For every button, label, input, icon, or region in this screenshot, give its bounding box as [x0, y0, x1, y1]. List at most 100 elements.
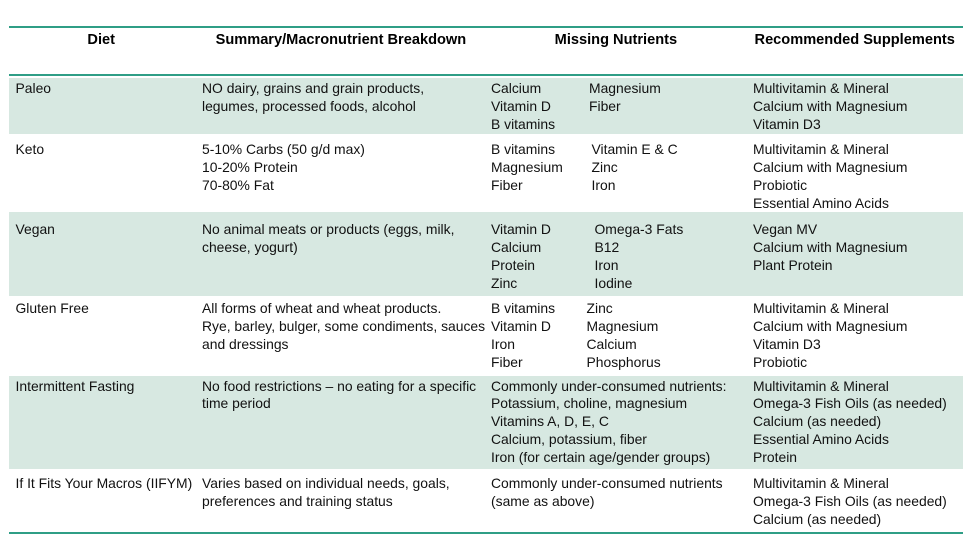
diet-name-cell: Keto — [16, 141, 45, 159]
cell-line: Vitamin D — [491, 318, 551, 335]
header-underline — [9, 73, 963, 76]
cell-line: Rye, barley, bulger, some condiments, sa… — [202, 318, 486, 335]
missing-nutrients-cell-b: Zinc Magnesium Calcium Phosphorus — [587, 300, 661, 372]
cell-line: Iron (for certain age/gender groups) — [491, 449, 711, 466]
column-header-diet: Diet — [87, 32, 115, 49]
table-row: Gluten Free All forms of wheat and wheat … — [9, 296, 963, 376]
column-header-summary: Summary/Macronutrient Breakdown — [215, 32, 467, 49]
cell-line: Zinc — [491, 274, 518, 291]
recommended-supplements-cell: Vegan MV Calcium with Magnesium Plant Prot… — [753, 221, 907, 275]
table-row: Keto 5-10% Carbs (50 g/d max) 10-20% Prote… — [9, 134, 963, 213]
diet-name-cell: If It Fits Your Macros (IIFYM) — [16, 475, 193, 493]
cell-line: Magnesium — [586, 318, 659, 335]
cell-line: Vitamins A, D, E, C — [491, 413, 609, 430]
summary-cell: All forms of wheat and wheat products. Ry… — [202, 300, 485, 354]
cell-line: Essential Amino Acids — [753, 194, 889, 211]
cell-line: Multivitamin & Mineral — [753, 79, 889, 96]
cell-line: legumes, processed foods, alcohol — [202, 97, 416, 114]
cell-line: Phosphorus — [586, 354, 661, 371]
cell-line: Calcium with Magnesium — [753, 238, 908, 255]
cell-line: cheese, yogurt) — [202, 238, 298, 255]
missing-nutrients-cell-a: Commonly under-consumed nutrients (same a… — [491, 475, 723, 511]
cell-line: 10-20% Protein — [202, 158, 298, 175]
cell-line: Omega-3 Fats — [594, 220, 684, 237]
cell-line: Magnesium — [589, 79, 661, 96]
cell-line: Calcium with Magnesium — [753, 97, 908, 114]
cell-line: No food restrictions – no eating for a s… — [202, 377, 477, 394]
cell-line: B vitamins — [491, 300, 556, 317]
missing-nutrients-cell-a: B vitamins Vitamin D Iron Fiber — [491, 300, 555, 372]
cell-line: Probiotic — [753, 354, 808, 371]
column-header-recommended-supplements: Recommended Supplements — [754, 32, 955, 49]
cell-line: Fiber — [491, 354, 523, 371]
recommended-supplements-cell: Multivitamin & Mineral Calcium with Magne… — [753, 141, 907, 213]
cell-line: B12 — [594, 238, 620, 255]
cell-line: Gluten Free — [15, 300, 89, 317]
cell-line: Keto — [15, 140, 45, 157]
cell-line: time period — [202, 395, 271, 412]
missing-nutrients-cell-a: B vitamins Magnesium Fiber — [491, 141, 563, 195]
cell-line: Iron — [594, 256, 619, 273]
cell-line: Vegan — [15, 220, 55, 237]
cell-line: Vitamin D — [491, 220, 551, 237]
cell-line: NO dairy, grains and grain products, — [202, 79, 425, 96]
cell-line: Zinc — [586, 300, 613, 317]
cell-line: Multivitamin & Mineral — [753, 140, 889, 157]
cell-line: Vitamin D — [491, 97, 551, 114]
summary-cell: No food restrictions – no eating for a s… — [202, 378, 476, 414]
cell-line: B vitamins — [491, 115, 556, 132]
cell-line: Multivitamin & Mineral — [753, 475, 889, 492]
cell-line: Calcium — [586, 336, 637, 353]
recommended-supplements-cell: Multivitamin & Mineral Calcium with Magne… — [753, 300, 907, 372]
table-bottom-border — [9, 531, 963, 534]
column-header-missing-nutrients: Missing Nutrients — [554, 32, 678, 49]
cell-line: Multivitamin & Mineral — [753, 300, 889, 317]
cell-line: Vitamin E & C — [591, 140, 678, 157]
cell-line: Vegan MV — [753, 220, 818, 237]
cell-line: Varies based on individual needs, goals, — [202, 475, 450, 492]
diet-name-cell: Gluten Free — [16, 300, 89, 318]
cell-line: Calcium with Magnesium — [753, 318, 908, 335]
cell-line: All forms of wheat and wheat products. — [202, 300, 442, 317]
cell-line: Iodine — [594, 274, 633, 291]
cell-line: Calcium (as needed) — [753, 413, 882, 430]
cell-line: preferences and training status — [202, 493, 393, 510]
cell-line: Potassium, choline, magnesium — [491, 395, 688, 412]
cell-line: 5-10% Carbs (50 g/d max) — [202, 140, 365, 157]
recommended-supplements-cell: Multivitamin & Mineral Omega-3 Fish Oils … — [753, 475, 947, 529]
recommended-supplements-cell: Multivitamin & Mineral Calcium with Magne… — [753, 80, 907, 134]
cell-line: Calcium, potassium, fiber — [491, 431, 647, 448]
cell-line: Fiber — [491, 176, 523, 193]
cell-line: Commonly under-consumed nutrients: — [491, 377, 727, 394]
cell-line: Vitamin D3 — [753, 336, 821, 353]
missing-nutrients-cell-b: Vitamin E & C Zinc Iron — [592, 141, 678, 195]
cell-line: If It Fits Your Macros (IIFYM) — [15, 475, 193, 492]
summary-cell: 5-10% Carbs (50 g/d max) 10-20% Protein 70… — [202, 141, 365, 195]
summary-cell: No animal meats or products (eggs, milk,… — [202, 221, 454, 257]
table-top-border — [9, 26, 963, 29]
summary-cell: NO dairy, grains and grain products, legu… — [202, 80, 424, 116]
cell-line: Omega-3 Fish Oils (as needed) — [753, 395, 947, 412]
missing-nutrients-cell-a: Vitamin D Calcium Protein Zinc — [491, 221, 551, 293]
cell-line: and dressings — [202, 336, 289, 353]
cell-line: Calcium with Magnesium — [753, 158, 908, 175]
diet-name-cell: Vegan — [16, 221, 55, 239]
table-row: Intermittent Fasting No food restrictions… — [9, 375, 963, 469]
summary-cell: Varies based on individual needs, goals,… — [202, 475, 450, 511]
cell-line: Intermittent Fasting — [15, 377, 135, 394]
table-row: Vegan No animal meats or products (eggs, … — [9, 212, 963, 296]
cell-line: B vitamins — [491, 140, 556, 157]
cell-line: Probiotic — [753, 176, 808, 193]
diet-name-cell: Intermittent Fasting — [16, 378, 135, 396]
table-row: Paleo NO dairy, grains and grain products… — [9, 78, 963, 134]
cell-line: Magnesium — [491, 158, 563, 175]
cell-line: Multivitamin & Mineral — [753, 377, 889, 394]
diet-name-cell: Paleo — [16, 80, 52, 98]
cell-line: (same as above) — [491, 493, 595, 510]
cell-line: 70-80% Fat — [202, 176, 274, 193]
cell-line: Protein — [491, 256, 536, 273]
cell-line: Omega-3 Fish Oils (as needed) — [753, 493, 947, 510]
missing-nutrients-cell-a: Commonly under-consumed nutrients: Potass… — [491, 378, 726, 468]
missing-nutrients-cell-b: Omega-3 Fats B12 Iron Iodine — [595, 221, 684, 293]
